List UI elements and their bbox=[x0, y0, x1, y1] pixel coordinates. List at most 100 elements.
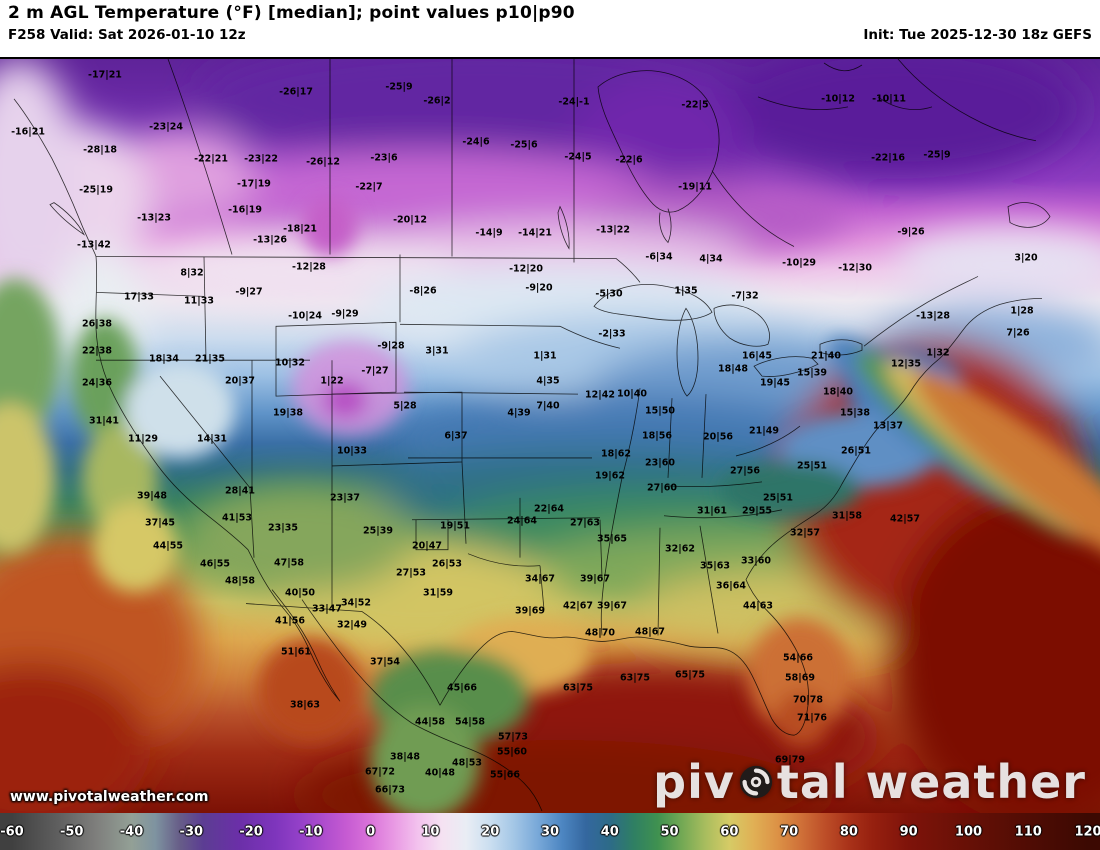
point-value: -17|19 bbox=[237, 177, 271, 189]
watermark: www.pivotalweather.com bbox=[10, 789, 209, 805]
point-value: -24|-1 bbox=[558, 96, 590, 108]
point-value: -6|34 bbox=[645, 251, 673, 263]
colorbar-tick: -50 bbox=[59, 824, 84, 839]
pivotal-weather-logo: piv tal weather bbox=[653, 755, 1086, 809]
header: 2 m AGL Temperature (°F) [median]; point… bbox=[0, 0, 1100, 57]
point-value: -18|21 bbox=[283, 222, 317, 234]
point-value: 19|51 bbox=[440, 520, 470, 531]
geo-borders bbox=[13, 59, 1051, 812]
point-value: -22|6 bbox=[615, 153, 643, 165]
point-value: 33|60 bbox=[741, 554, 771, 566]
point-value: -28|18 bbox=[83, 144, 117, 155]
point-value: -20|12 bbox=[393, 213, 427, 225]
point-value: 7|26 bbox=[1006, 327, 1030, 339]
point-value: 18|56 bbox=[642, 430, 672, 442]
point-value: 31|59 bbox=[423, 586, 453, 598]
point-value: 39|67 bbox=[597, 599, 627, 611]
point-value: 55|66 bbox=[490, 769, 520, 781]
point-value: 41|56 bbox=[275, 614, 305, 626]
point-value: 18|62 bbox=[601, 448, 631, 460]
point-value: 1|32 bbox=[926, 347, 950, 359]
point-value: -13|23 bbox=[137, 211, 171, 223]
point-value: -13|22 bbox=[596, 223, 630, 235]
point-value: 27|63 bbox=[570, 517, 600, 529]
point-value: -25|9 bbox=[385, 81, 413, 93]
colorbar-tick: 20 bbox=[481, 824, 500, 839]
colorbar-tick: 0 bbox=[366, 824, 376, 839]
point-value: 34|67 bbox=[525, 572, 555, 584]
point-value: -19|11 bbox=[678, 180, 712, 192]
point-value: 31|58 bbox=[832, 510, 862, 522]
point-value: 32|49 bbox=[337, 619, 367, 631]
point-value: 28|41 bbox=[225, 485, 255, 497]
point-value: 63|75 bbox=[620, 672, 650, 684]
point-value: 24|64 bbox=[507, 515, 537, 527]
colorbar-tick: 110 bbox=[1014, 824, 1042, 839]
point-value: 20|56 bbox=[703, 431, 733, 443]
point-value: -9|28 bbox=[377, 340, 405, 352]
point-value: 13|37 bbox=[873, 420, 903, 432]
point-value: -16|19 bbox=[228, 203, 262, 215]
point-value: 8|32 bbox=[180, 267, 204, 279]
colorbar-tick: -20 bbox=[239, 824, 263, 839]
point-value: -12|28 bbox=[292, 261, 326, 273]
point-value: -8|26 bbox=[409, 285, 437, 297]
colorbar-tick: 100 bbox=[954, 824, 983, 839]
point-value: 48|58 bbox=[225, 574, 255, 586]
point-value: 26|51 bbox=[841, 445, 871, 457]
point-value: 39|67 bbox=[580, 572, 610, 584]
point-value: 18|40 bbox=[823, 386, 853, 398]
point-value: 5|28 bbox=[393, 400, 417, 412]
point-value: 1|28 bbox=[1010, 305, 1034, 317]
init-time-label: Init: Tue 2025-12-30 18z GEFS bbox=[863, 27, 1092, 43]
point-value: 12|35 bbox=[891, 358, 921, 370]
point-value: 23|35 bbox=[268, 522, 298, 533]
point-value: 25|39 bbox=[363, 524, 393, 536]
point-value: 26|38 bbox=[82, 318, 112, 330]
point-value: 3|20 bbox=[1014, 252, 1038, 264]
colorbar-tick: 80 bbox=[839, 824, 858, 839]
point-value: -17|21 bbox=[88, 69, 122, 81]
colorbar-tick: 40 bbox=[600, 824, 619, 839]
point-value: -9|20 bbox=[525, 282, 553, 294]
point-value: 65|75 bbox=[675, 669, 705, 681]
point-value: -5|30 bbox=[595, 288, 623, 300]
point-value: -26|12 bbox=[306, 155, 340, 167]
point-value: 46|55 bbox=[200, 557, 230, 569]
point-value: -13|26 bbox=[253, 233, 287, 245]
point-value: 58|69 bbox=[785, 672, 815, 684]
point-value: -23|22 bbox=[244, 152, 278, 164]
point-value: -9|29 bbox=[331, 308, 359, 320]
point-value: 54|58 bbox=[455, 716, 485, 728]
point-value: 4|39 bbox=[507, 407, 531, 419]
point-value: 42|57 bbox=[890, 513, 920, 525]
point-value: -26|2 bbox=[423, 95, 451, 107]
point-value: 32|57 bbox=[790, 526, 820, 538]
point-value: 7|40 bbox=[536, 400, 560, 412]
point-value: 18|48 bbox=[718, 363, 748, 375]
point-value: 37|45 bbox=[145, 517, 175, 529]
point-value: -22|7 bbox=[355, 180, 383, 192]
point-value: 29|55 bbox=[742, 505, 772, 517]
point-value: 15|39 bbox=[797, 367, 827, 379]
point-value: -7|27 bbox=[361, 365, 389, 377]
point-value: -2|33 bbox=[598, 328, 626, 340]
point-value: -14|9 bbox=[475, 226, 503, 238]
point-value: 33|47 bbox=[312, 602, 342, 614]
colorbar-tick: 60 bbox=[720, 824, 739, 839]
point-value: 26|53 bbox=[432, 557, 462, 569]
point-value: 36|64 bbox=[716, 579, 746, 591]
point-value: 44|55 bbox=[153, 539, 183, 551]
point-value: 47|58 bbox=[274, 556, 304, 568]
point-value: 69|79 bbox=[775, 754, 805, 766]
valid-time-label: F258 Valid: Sat 2026-01-10 12z bbox=[8, 27, 246, 43]
point-value: 1|31 bbox=[533, 350, 557, 362]
point-value: 39|69 bbox=[515, 604, 545, 616]
point-value: 48|53 bbox=[452, 757, 482, 769]
point-value: -24|5 bbox=[564, 150, 592, 162]
point-value: 45|66 bbox=[447, 682, 477, 694]
point-value: 27|53 bbox=[396, 566, 426, 578]
point-value: 25|51 bbox=[797, 460, 827, 472]
colorbar-tick: 90 bbox=[899, 824, 918, 839]
